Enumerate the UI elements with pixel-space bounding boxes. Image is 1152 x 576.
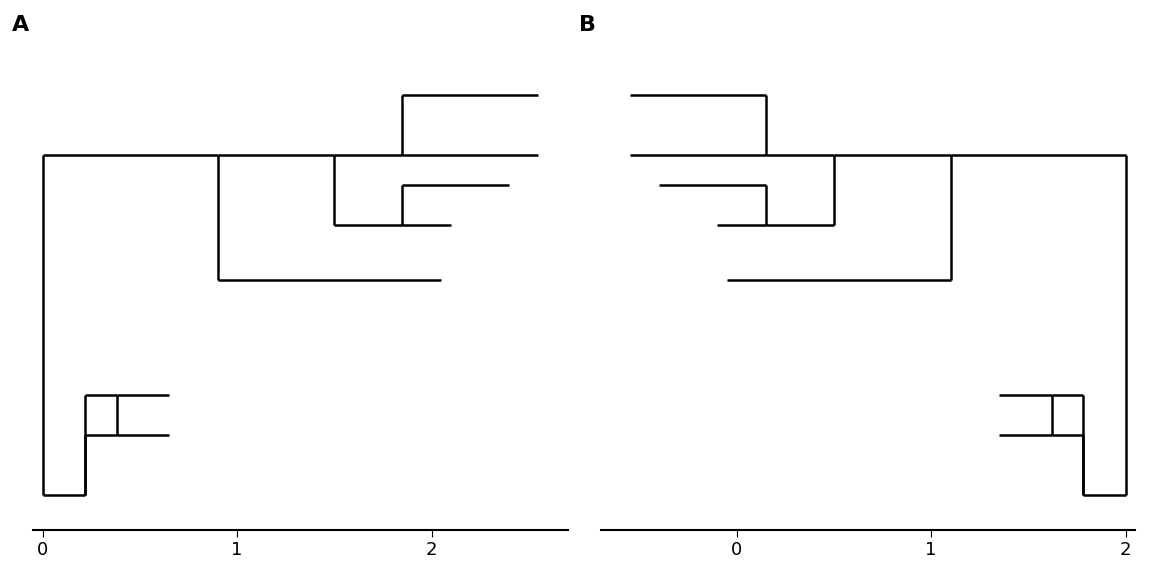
Text: B: B	[579, 15, 597, 35]
Text: A: A	[12, 15, 29, 35]
